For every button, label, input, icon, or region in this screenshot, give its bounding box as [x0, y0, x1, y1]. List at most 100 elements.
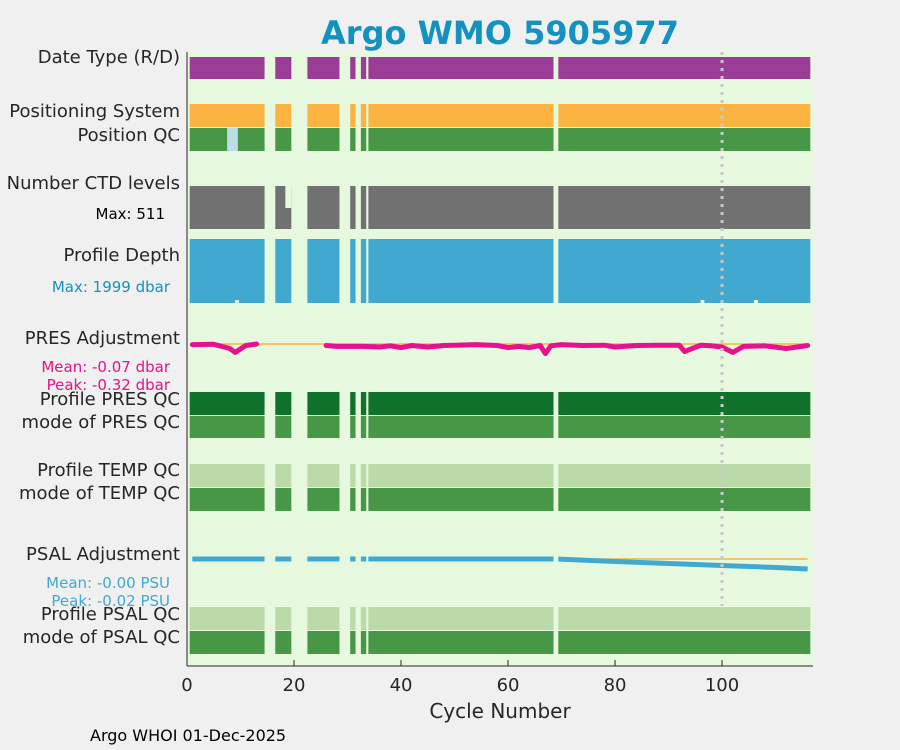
ctd_levels-segment-6: [558, 186, 811, 229]
profile_depth-segment-2: [307, 239, 340, 303]
profile_pres_qc-segment-2: [307, 392, 340, 415]
mode_psal_qc-segment-0: [189, 631, 265, 654]
mode_pres_qc-segment-6: [558, 416, 811, 438]
positioning-segment-1: [275, 104, 292, 127]
positioning-segment-0: [189, 104, 265, 127]
psal_adj-stat-0: Mean: -0.00 PSU: [46, 574, 170, 592]
profile_depth-sublabel: Max: 1999 dbar: [52, 278, 171, 296]
position_qc-segment-2: [307, 128, 340, 151]
pres_adj-stat-1: Peak: -0.32 dbar: [47, 376, 171, 394]
positioning-segment-5: [368, 104, 554, 127]
x-tick-label-100: 100: [705, 675, 739, 696]
profile_temp_qc-segment-5: [368, 464, 554, 487]
profile_depth-segment-5: [368, 239, 554, 303]
mode_temp_qc-segment-5: [368, 488, 554, 511]
pres-adjustment-line-1: [323, 342, 811, 357]
pres-adjustment-line-0: [189, 341, 260, 355]
profile_temp_qc-segment-6: [558, 464, 811, 487]
ctd_levels-sublabel: Max: 511: [96, 205, 165, 223]
profile_temp_qc-segment-1: [275, 464, 292, 487]
profile_pres_qc-segment-0: [189, 392, 265, 415]
chart-title: Argo WMO 5905977: [321, 14, 679, 52]
profile_pres_qc-segment-6: [558, 392, 811, 415]
mode_pres_qc-segment-2: [307, 416, 340, 438]
ctd-levels-notch: [285, 186, 292, 208]
footer-text: Argo WHOI 01-Dec-2025: [90, 726, 286, 745]
pres_adj-label: PRES Adjustment: [25, 328, 180, 349]
profile_pres_qc-segment-5: [368, 392, 554, 415]
positioning-segment-3: [350, 104, 356, 127]
profile_psal_qc-segment-0: [189, 607, 265, 630]
mode_pres_qc-segment-3: [350, 416, 356, 438]
position_qc-label: Position QC: [77, 125, 180, 146]
date_type-segment-4: [360, 57, 367, 79]
profile-depth-notch-2: [754, 300, 758, 303]
ctd_levels-segment-5: [368, 186, 554, 229]
profile_psal_qc-segment-3: [350, 607, 356, 630]
profile-depth-notch-1: [700, 300, 705, 303]
mode_temp_qc-segment-0: [189, 488, 265, 511]
psal_adj-label: PSAL Adjustment: [26, 544, 180, 565]
ctd_levels-segment-0: [189, 186, 265, 229]
x-axis-label: Cycle Number: [429, 699, 571, 723]
profile_psal_qc-label: Profile PSAL QC: [41, 604, 180, 625]
ctd_levels-segment-4: [360, 186, 367, 229]
ctd_levels-segment-2: [307, 186, 340, 229]
mode_pres_qc-segment-4: [360, 416, 367, 438]
profile_psal_qc-segment-4: [360, 607, 367, 630]
psal-gap-4: [366, 553, 369, 565]
position_qc-segment-6: [558, 128, 811, 151]
profile_temp_qc-label: Profile TEMP QC: [37, 460, 180, 481]
positioning-segment-6: [558, 104, 811, 127]
x-tick-label-60: 60: [497, 675, 520, 696]
position_qc-segment-3: [350, 128, 356, 151]
mode_temp_qc-segment-3: [350, 488, 356, 511]
date_type-segment-2: [307, 57, 340, 79]
profile_depth-segment-6: [558, 239, 811, 303]
positioning-segment-2: [307, 104, 340, 127]
profile_temp_qc-segment-3: [350, 464, 356, 487]
date_type-segment-0: [189, 57, 265, 79]
profile_pres_qc-label: Profile PRES QC: [40, 389, 180, 410]
position_qc-segment-1: [275, 128, 292, 151]
ctd_levels-segment-3: [350, 186, 356, 229]
mode_psal_qc-segment-6: [558, 631, 811, 654]
mode_pres_qc-label: mode of PRES QC: [22, 412, 180, 433]
profile_pres_qc-segment-1: [275, 392, 292, 415]
date_type-label: Date Type (R/D): [38, 47, 180, 68]
mode_pres_qc-segment-1: [275, 416, 292, 438]
psal-gap-2: [339, 553, 351, 565]
x-tick-label-20: 20: [283, 675, 306, 696]
profile_psal_qc-segment-6: [558, 607, 811, 630]
date_type-segment-3: [350, 57, 356, 79]
x-tick-label-40: 40: [390, 675, 413, 696]
psal-gap-5: [553, 553, 559, 565]
mode_temp_qc-segment-1: [275, 488, 292, 511]
mode_pres_qc-segment-0: [189, 416, 265, 438]
profile_depth-label: Profile Depth: [63, 245, 180, 266]
psal-gap-3: [355, 553, 361, 565]
x-tick-label-0: 0: [181, 675, 192, 696]
profile_psal_qc-segment-5: [368, 607, 554, 630]
mode_psal_qc-segment-5: [368, 631, 554, 654]
mode_psal_qc-segment-1: [275, 631, 292, 654]
positioning-label: Positioning System: [9, 101, 180, 122]
mode_psal_qc-label: mode of PSAL QC: [23, 627, 180, 648]
psal_adj-stat-1: Peak: -0.02 PSU: [51, 592, 170, 610]
profile_psal_qc-segment-2: [307, 607, 340, 630]
profile-depth-notch-0: [235, 300, 239, 303]
profile_psal_qc-segment-1: [275, 607, 292, 630]
position_qc-segment-4: [360, 128, 367, 151]
x-tick-label-80: 80: [604, 675, 627, 696]
psal-gap-0: [264, 553, 276, 565]
ctd_levels-label: Number CTD levels: [7, 173, 180, 194]
mode_temp_qc-segment-6: [558, 488, 811, 511]
mode_psal_qc-segment-4: [360, 631, 367, 654]
profile_temp_qc-segment-0: [189, 464, 265, 487]
profile_pres_qc-segment-4: [360, 392, 367, 415]
mode_temp_qc-segment-4: [360, 488, 367, 511]
mode_temp_qc-segment-2: [307, 488, 340, 511]
date_type-segment-5: [368, 57, 554, 79]
profile_depth-segment-4: [360, 239, 367, 303]
